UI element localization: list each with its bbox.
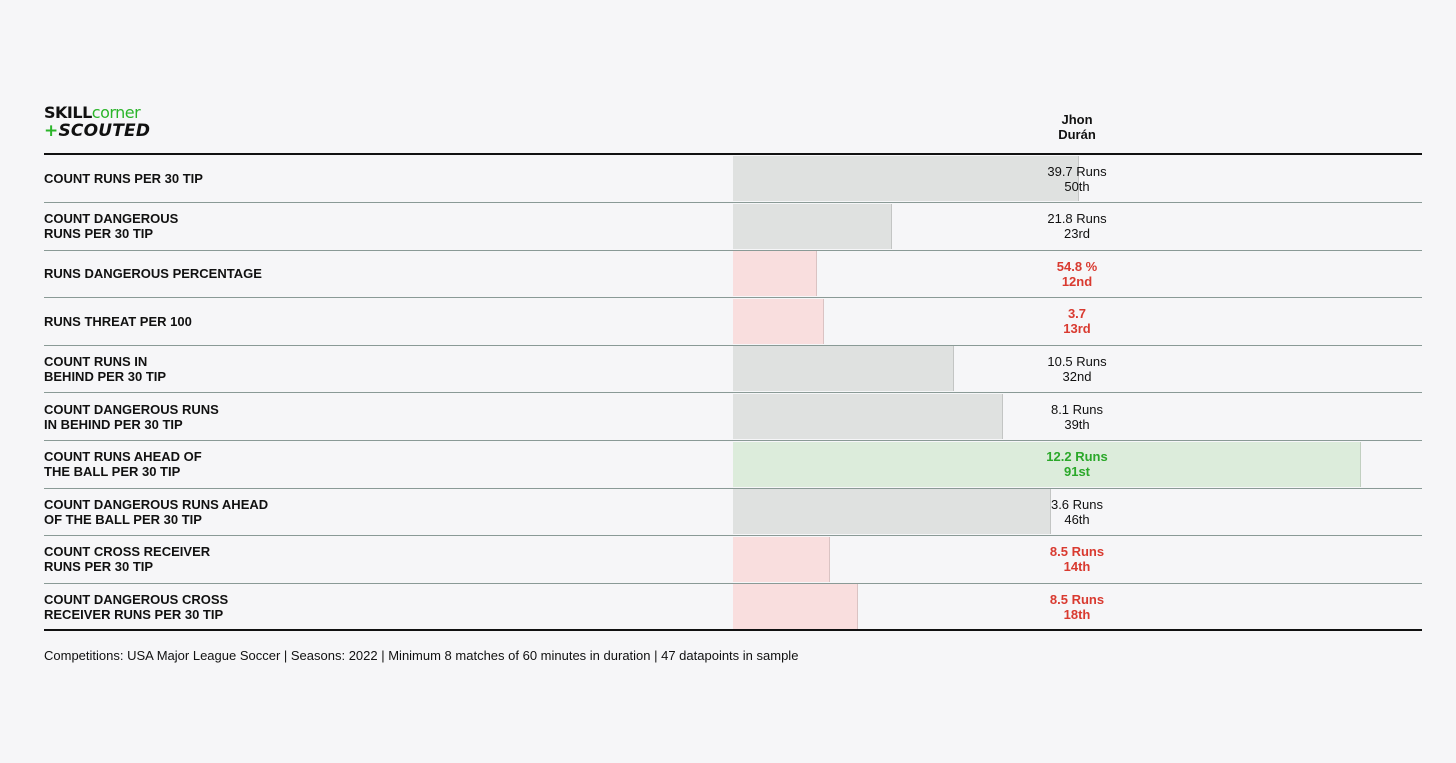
value-cell: 12.2 Runs 91st	[977, 441, 1177, 488]
percentile-bar	[733, 298, 824, 344]
percentile-bar	[733, 156, 1079, 201]
value-label: 54.8 %	[1056, 258, 1098, 274]
table-row: COUNT RUNS IN BEHIND PER 30 TIP 10.5 Runs…	[44, 345, 1422, 394]
metric-label: COUNT DANGEROUS CROSS RECEIVER RUNS PER …	[44, 591, 229, 622]
player-name: Jhon Durán	[977, 112, 1177, 142]
value-cell: 54.8 % 12nd	[977, 250, 1177, 297]
value-label: 8.5 Runs	[1049, 544, 1105, 560]
value-cell: 8.5 Runs 18th	[977, 583, 1177, 630]
rank-label: 46th	[1064, 511, 1090, 527]
rank-label: 12nd	[1061, 273, 1093, 289]
percentile-bar	[733, 584, 859, 630]
table-row: RUNS DANGEROUS PERCENTAGE 54.8 % 12nd	[44, 250, 1422, 299]
logo-corner: corner	[91, 103, 141, 122]
logo-scouted: SCOUTED	[58, 121, 151, 141]
logo-skill: SKILL	[44, 103, 92, 122]
value-label: 3.6 Runs	[1050, 496, 1104, 512]
percentile-bar	[733, 203, 893, 249]
rank-label: 50th	[1064, 178, 1090, 194]
rank-label: 13rd	[1063, 321, 1091, 337]
table-row: COUNT CROSS RECEIVER RUNS PER 30 TIP 8.5 …	[44, 536, 1422, 584]
metric-label: COUNT DANGEROUS RUNS IN BEHIND PER 30 TI…	[44, 401, 219, 432]
skillcorner-scouted-logo: SKILLcorner +SCOUTED	[44, 104, 244, 144]
table-row: COUNT DANGEROUS RUNS PER 30 TIP 21.8 Runs…	[44, 203, 1422, 251]
percentile-bar	[733, 346, 955, 392]
value-label: 10.5 Runs	[1047, 353, 1107, 369]
table-top-rule	[44, 153, 1422, 155]
value-label: 8.5 Runs	[1049, 591, 1105, 607]
percentile-bar	[733, 536, 831, 582]
value-cell: 10.5 Runs 32nd	[977, 345, 1177, 392]
value-label: 21.8 Runs	[1047, 211, 1107, 227]
table-row: RUNS THREAT PER 100 3.7 13rd	[44, 298, 1422, 346]
percentile-bar	[733, 441, 1361, 487]
rank-label: 39th	[1064, 416, 1090, 432]
value-label: 8.1 Runs	[1050, 401, 1104, 417]
metric-label: RUNS THREAT PER 100	[44, 313, 192, 329]
table-row: COUNT RUNS AHEAD OF THE BALL PER 30 TIP 1…	[44, 441, 1422, 489]
value-cell: 8.1 Runs 39th	[977, 393, 1177, 440]
rank-label: 14th	[1063, 559, 1091, 575]
metric-label: COUNT DANGEROUS RUNS PER 30 TIP	[44, 211, 179, 242]
percentile-bar	[733, 394, 1003, 439]
percentile-bar	[733, 489, 1051, 535]
player-last-name: Durán	[1058, 127, 1096, 142]
value-label: 39.7 Runs	[1047, 163, 1107, 179]
table-row: COUNT RUNS PER 30 TIP 39.7 Runs 50th	[44, 155, 1422, 203]
metric-label: COUNT CROSS RECEIVER RUNS PER 30 TIP	[44, 544, 211, 575]
value-label: 3.7	[1067, 306, 1087, 322]
metric-label: COUNT RUNS IN BEHIND PER 30 TIP	[44, 353, 167, 384]
logo-plus: +	[44, 121, 59, 141]
metric-label: RUNS DANGEROUS PERCENTAGE	[44, 266, 262, 282]
value-cell: 8.5 Runs 14th	[977, 536, 1177, 583]
metric-label: COUNT RUNS AHEAD OF THE BALL PER 30 TIP	[44, 449, 202, 480]
rank-label: 32nd	[1062, 368, 1092, 384]
percentile-bar	[733, 251, 817, 297]
table-row: COUNT DANGEROUS RUNS IN BEHIND PER 30 TI…	[44, 393, 1422, 441]
rank-label: 18th	[1063, 606, 1091, 622]
logo-line-2: +SCOUTED	[44, 122, 244, 140]
value-cell: 39.7 Runs 50th	[977, 155, 1177, 202]
table-row: COUNT DANGEROUS CROSS RECEIVER RUNS PER …	[44, 583, 1422, 630]
value-cell: 21.8 Runs 23rd	[977, 203, 1177, 250]
player-first-name: Jhon	[1061, 112, 1093, 127]
value-label: 12.2 Runs	[1046, 449, 1108, 465]
table-row: COUNT DANGEROUS RUNS AHEAD OF THE BALL P…	[44, 488, 1422, 537]
metric-label: COUNT RUNS PER 30 TIP	[44, 171, 203, 186]
metric-label: COUNT DANGEROUS RUNS AHEAD OF THE BALL P…	[44, 496, 269, 527]
rank-label: 91st	[1063, 464, 1091, 480]
table-bottom-rule	[44, 629, 1422, 631]
logo-line-1: SKILLcorner	[44, 104, 244, 122]
value-cell: 3.6 Runs 46th	[977, 488, 1177, 535]
rank-label: 23rd	[1063, 226, 1091, 242]
value-cell: 3.7 13rd	[977, 298, 1177, 345]
footnote: Competitions: USA Major League Soccer | …	[44, 648, 799, 663]
